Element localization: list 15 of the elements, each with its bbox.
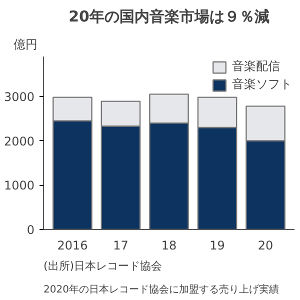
x-tick-label: 2016 — [57, 238, 88, 252]
text: 2020年の日本レコード協会に加盟する売り上げ実績 — [44, 284, 279, 296]
text: (出所)日本レコード協会 — [44, 260, 162, 272]
y-axis-title: 億円 — [14, 38, 38, 52]
y-tick-label: 3000 — [4, 90, 35, 104]
legend-label: 音楽ソフト — [232, 76, 292, 93]
y-tick-label: 0 — [26, 223, 35, 237]
legend-label: 音楽配信 — [232, 58, 280, 75]
y-tick-label: 1000 — [4, 178, 35, 193]
x-tick-label: 17 — [113, 238, 128, 252]
x-tick-label: 20 — [258, 238, 274, 252]
x-tick-label: 19 — [210, 238, 225, 252]
chart-title: 20年の国内音楽市場は９％減 — [68, 8, 270, 26]
y-tick-label: 2000 — [4, 134, 35, 148]
x-tick-label: 18 — [161, 238, 177, 252]
